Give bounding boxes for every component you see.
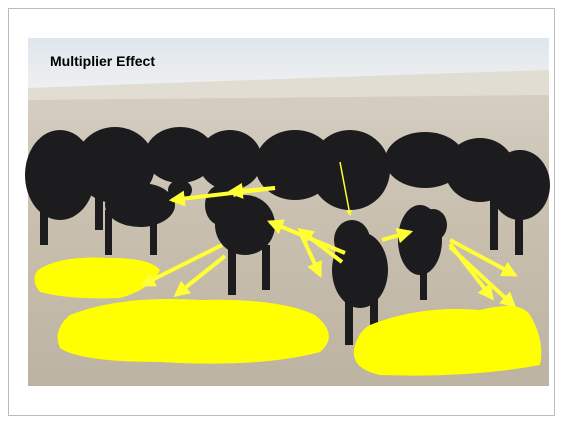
slide-title: Multiplier Effect <box>50 53 155 69</box>
photo <box>25 38 550 386</box>
